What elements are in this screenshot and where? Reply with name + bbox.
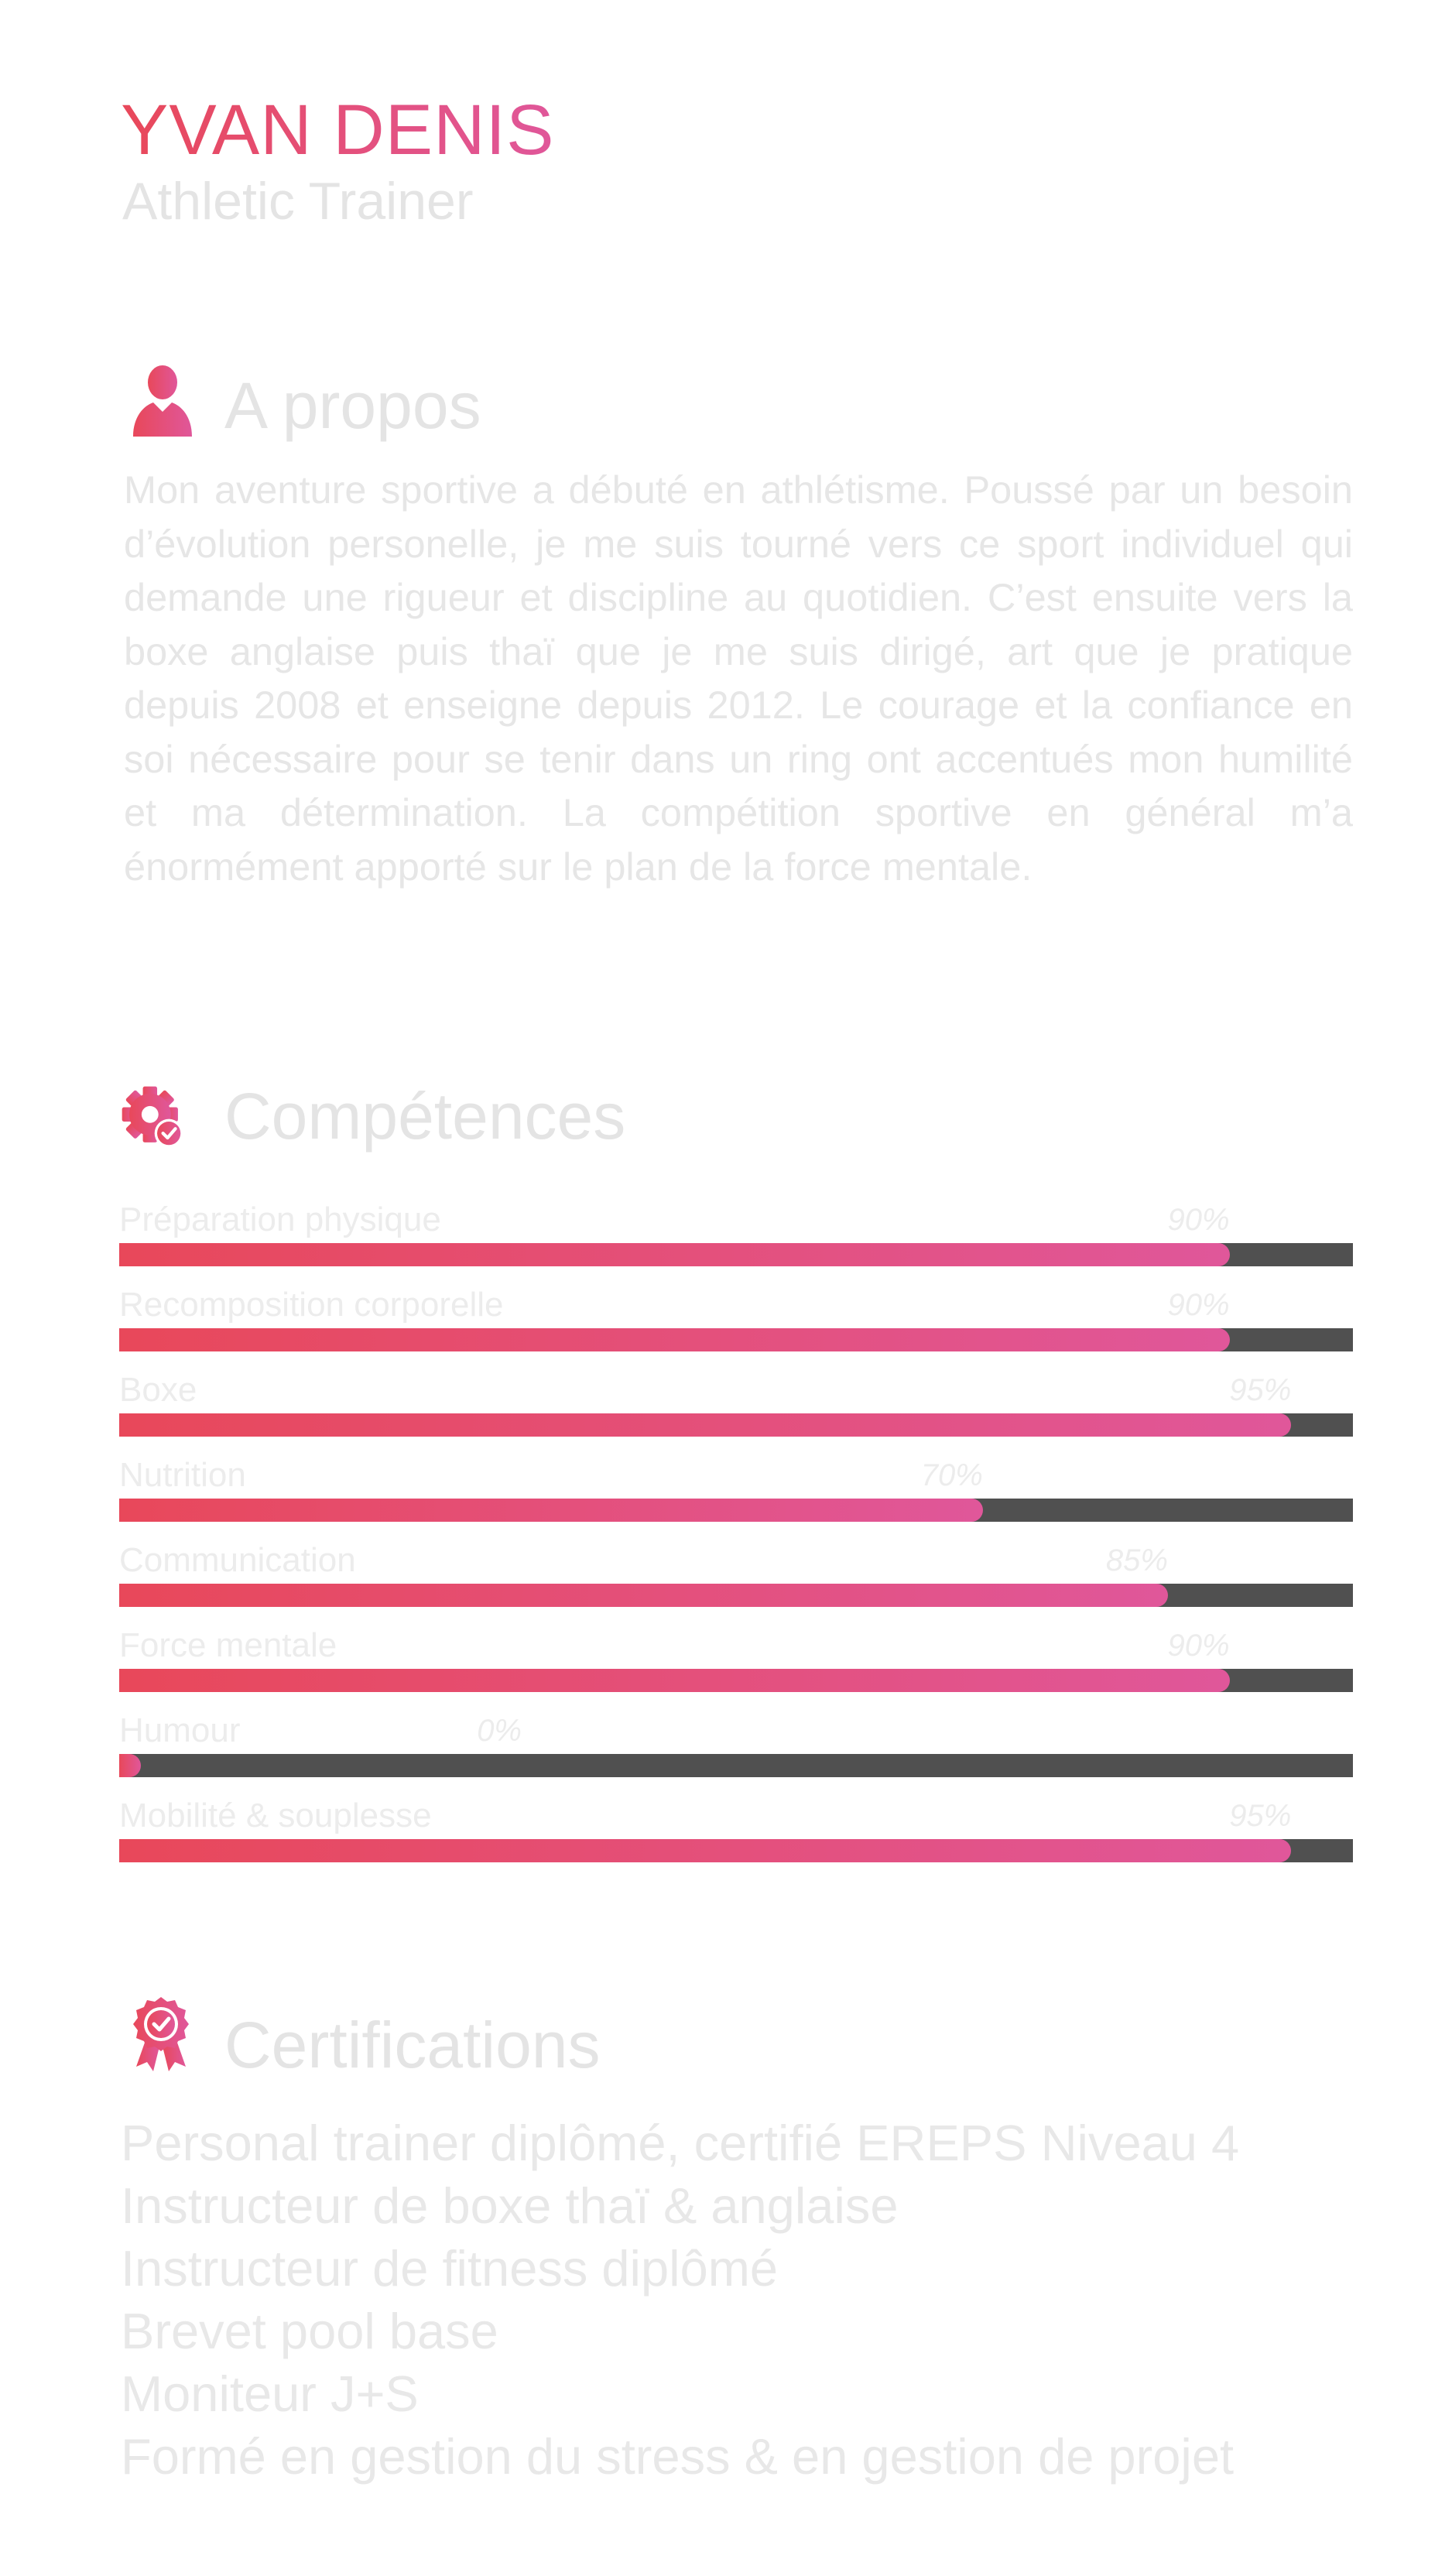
skill-fill — [119, 1243, 1230, 1266]
skill-track — [119, 1243, 1353, 1266]
skills-title: Compétences — [224, 1080, 626, 1153]
skill-percentage: 90% — [1167, 1629, 1230, 1663]
skill-item: Préparation physique 90% — [119, 1201, 1353, 1266]
skill-track — [119, 1839, 1353, 1862]
certification-item: Personal trainer diplômé, certifié EREPS… — [121, 2115, 1240, 2171]
skill-label: Recomposition corporelle — [119, 1286, 504, 1324]
skill-fill — [119, 1584, 1168, 1607]
skill-label: Mobilité & souplesse — [119, 1797, 432, 1834]
skill-item: Mobilité & souplesse 95% — [119, 1797, 1353, 1862]
skill-track — [119, 1328, 1353, 1351]
job-title: Athletic Trainer — [122, 172, 474, 231]
person-name: YVAN DENIS — [121, 91, 555, 170]
skill-label: Humour — [119, 1711, 241, 1749]
skill-label: Communication — [119, 1541, 356, 1579]
skill-item: Force mentale 90% — [119, 1626, 1353, 1692]
skill-percentage: 90% — [1167, 1203, 1230, 1237]
about-text: Mon aventure sportive a débuté en athlét… — [124, 468, 1353, 889]
skill-fill — [119, 1328, 1230, 1351]
user-icon — [133, 365, 192, 437]
certification-item: Instructeur de boxe thaï & anglaise — [121, 2177, 899, 2234]
skill-track — [119, 1669, 1353, 1692]
skill-percentage: 90% — [1167, 1288, 1230, 1322]
skill-item: Communication 85% — [119, 1541, 1353, 1607]
skill-label: Préparation physique — [119, 1201, 441, 1238]
skill-item: Nutrition 70% — [119, 1456, 1353, 1522]
skill-percentage: 85% — [1105, 1543, 1168, 1577]
skill-fill — [119, 1499, 983, 1522]
skill-label: Boxe — [119, 1371, 197, 1409]
skill-track — [119, 1754, 1353, 1777]
about-title: A propos — [224, 369, 481, 442]
skill-percentage: 95% — [1229, 1373, 1292, 1407]
skill-track — [119, 1413, 1353, 1437]
skill-percentage: 70% — [920, 1458, 983, 1492]
certifications-title: Certifications — [224, 2009, 601, 2081]
skill-fill — [119, 1754, 141, 1777]
certification-item: Brevet pool base — [121, 2303, 498, 2359]
certification-item: Moniteur J+S — [121, 2365, 419, 2422]
award-badge-icon — [133, 1997, 189, 2071]
skill-label: Nutrition — [119, 1456, 246, 1494]
certification-item: Formé en gestion du stress & en gestion … — [121, 2428, 1235, 2485]
skill-fill — [119, 1839, 1292, 1862]
skill-fill — [119, 1669, 1230, 1692]
skill-track — [119, 1499, 1353, 1522]
skill-item: Humour 0% — [119, 1711, 1353, 1777]
skill-fill — [119, 1413, 1292, 1437]
skill-item: Boxe 95% — [119, 1371, 1353, 1437]
gear-check-icon — [122, 1086, 183, 1148]
skill-item: Recomposition corporelle 90% — [119, 1286, 1353, 1351]
skill-track — [119, 1584, 1353, 1607]
skill-percentage: 0% — [477, 1714, 522, 1748]
skill-label: Force mentale — [119, 1626, 337, 1664]
skill-percentage: 95% — [1229, 1799, 1292, 1833]
certification-item: Instructeur de fitness diplômé — [121, 2240, 779, 2297]
certifications-list: Personal trainer diplômé, certifié EREPS… — [121, 2112, 1398, 2488]
